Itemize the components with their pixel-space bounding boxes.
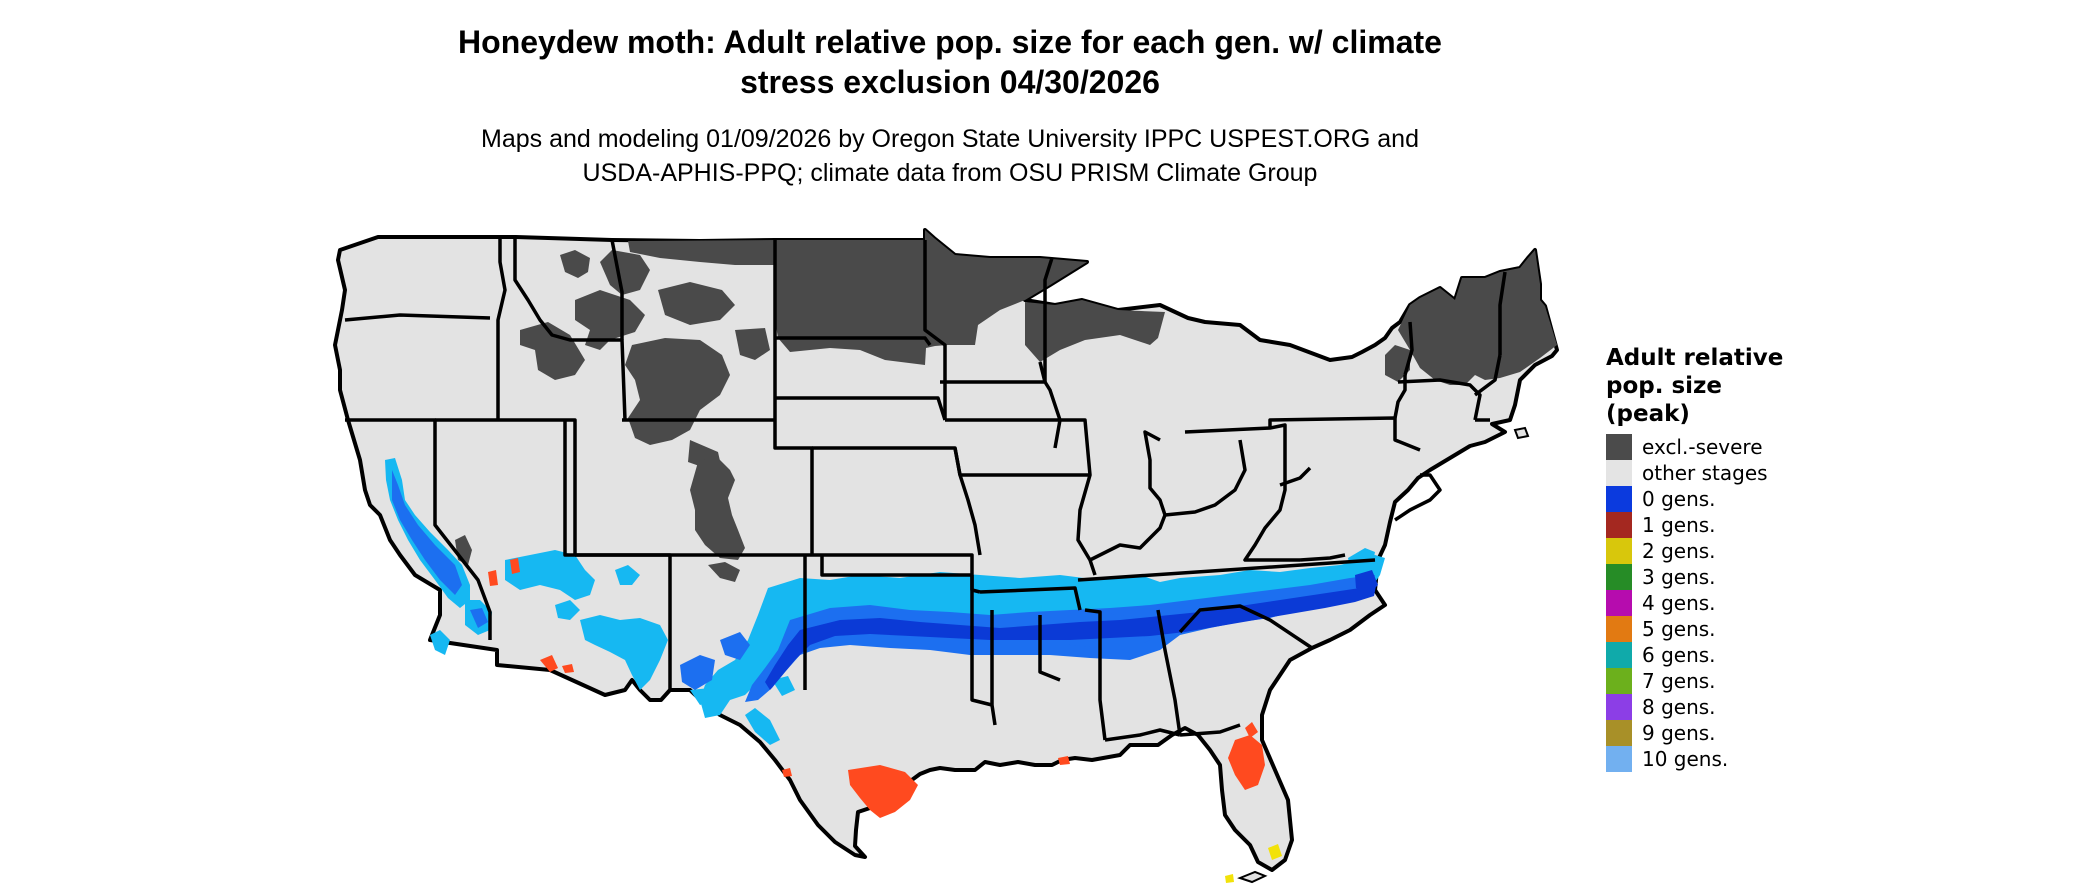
map-title-line-1: Honeydew moth: Adult relative pop. size … <box>458 24 1442 60</box>
legend-swatch <box>1606 720 1632 746</box>
state-borders <box>344 237 1507 742</box>
map-subtitle: Maps and modeling 01/09/2026 by Oregon S… <box>330 122 1570 190</box>
legend-swatch <box>1606 564 1632 590</box>
legend-label: 2 gens. <box>1642 539 1716 563</box>
legend-title-line-3: (peak) <box>1606 401 1690 427</box>
legend-item: 3 gens. <box>1606 564 1806 590</box>
legend-item: excl.-severe <box>1606 434 1806 460</box>
legend-item: 0 gens. <box>1606 486 1806 512</box>
legend-label: 6 gens. <box>1642 643 1716 667</box>
legend-item: 9 gens. <box>1606 720 1806 746</box>
light-blue-areas <box>385 458 1385 745</box>
legend-swatch <box>1606 538 1632 564</box>
legend-swatch <box>1606 616 1632 642</box>
legend-label: 9 gens. <box>1642 721 1716 745</box>
legend-swatch <box>1606 668 1632 694</box>
map-title-line-2: stress exclusion 04/30/2026 <box>740 64 1160 100</box>
legend-item: 6 gens. <box>1606 642 1806 668</box>
yellow-areas <box>1225 844 1282 883</box>
legend: Adult relative pop. size (peak) excl.-se… <box>1606 344 1806 772</box>
map-subtitle-line-1: Maps and modeling 01/09/2026 by Oregon S… <box>481 125 1419 153</box>
map-title: Honeydew moth: Adult relative pop. size … <box>330 22 1570 102</box>
legend-item: other stages <box>1606 460 1806 486</box>
legend-item: 4 gens. <box>1606 590 1806 616</box>
legend-item: 1 gens. <box>1606 512 1806 538</box>
legend-item: 7 gens. <box>1606 668 1806 694</box>
legend-item: 5 gens. <box>1606 616 1806 642</box>
legend-label: 0 gens. <box>1642 487 1716 511</box>
legend-title-line-1: Adult relative <box>1606 345 1784 371</box>
legend-swatch <box>1606 642 1632 668</box>
dark-blue-areas <box>765 570 1378 690</box>
legend-swatch <box>1606 512 1632 538</box>
legend-swatch <box>1606 486 1632 512</box>
red-areas <box>488 558 1265 818</box>
legend-items: excl.-severe other stages 0 gens. 1 gens. 2 … <box>1606 434 1806 772</box>
legend-label: 10 gens. <box>1642 747 1729 771</box>
legend-title: Adult relative pop. size (peak) <box>1606 344 1806 428</box>
legend-label: 5 gens. <box>1642 617 1716 641</box>
legend-label: other stages <box>1642 461 1768 485</box>
legend-label: excl.-severe <box>1642 435 1763 459</box>
legend-label: 1 gens. <box>1642 513 1716 537</box>
legend-swatch <box>1606 434 1632 460</box>
islands <box>1237 426 1530 884</box>
legend-label: 7 gens. <box>1642 669 1716 693</box>
legend-swatch <box>1606 694 1632 720</box>
legend-label: 3 gens. <box>1642 565 1716 589</box>
legend-swatch <box>1606 460 1632 486</box>
legend-label: 8 gens. <box>1642 695 1716 719</box>
legend-item: 2 gens. <box>1606 538 1806 564</box>
legend-title-line-2: pop. size <box>1606 373 1723 399</box>
map-subtitle-line-2: USDA-APHIS-PPQ; climate data from OSU PR… <box>582 159 1318 187</box>
legend-label: 4 gens. <box>1642 591 1716 615</box>
legend-item: 8 gens. <box>1606 694 1806 720</box>
legend-item: 10 gens. <box>1606 746 1806 772</box>
legend-swatch <box>1606 590 1632 616</box>
legend-swatch <box>1606 746 1632 772</box>
